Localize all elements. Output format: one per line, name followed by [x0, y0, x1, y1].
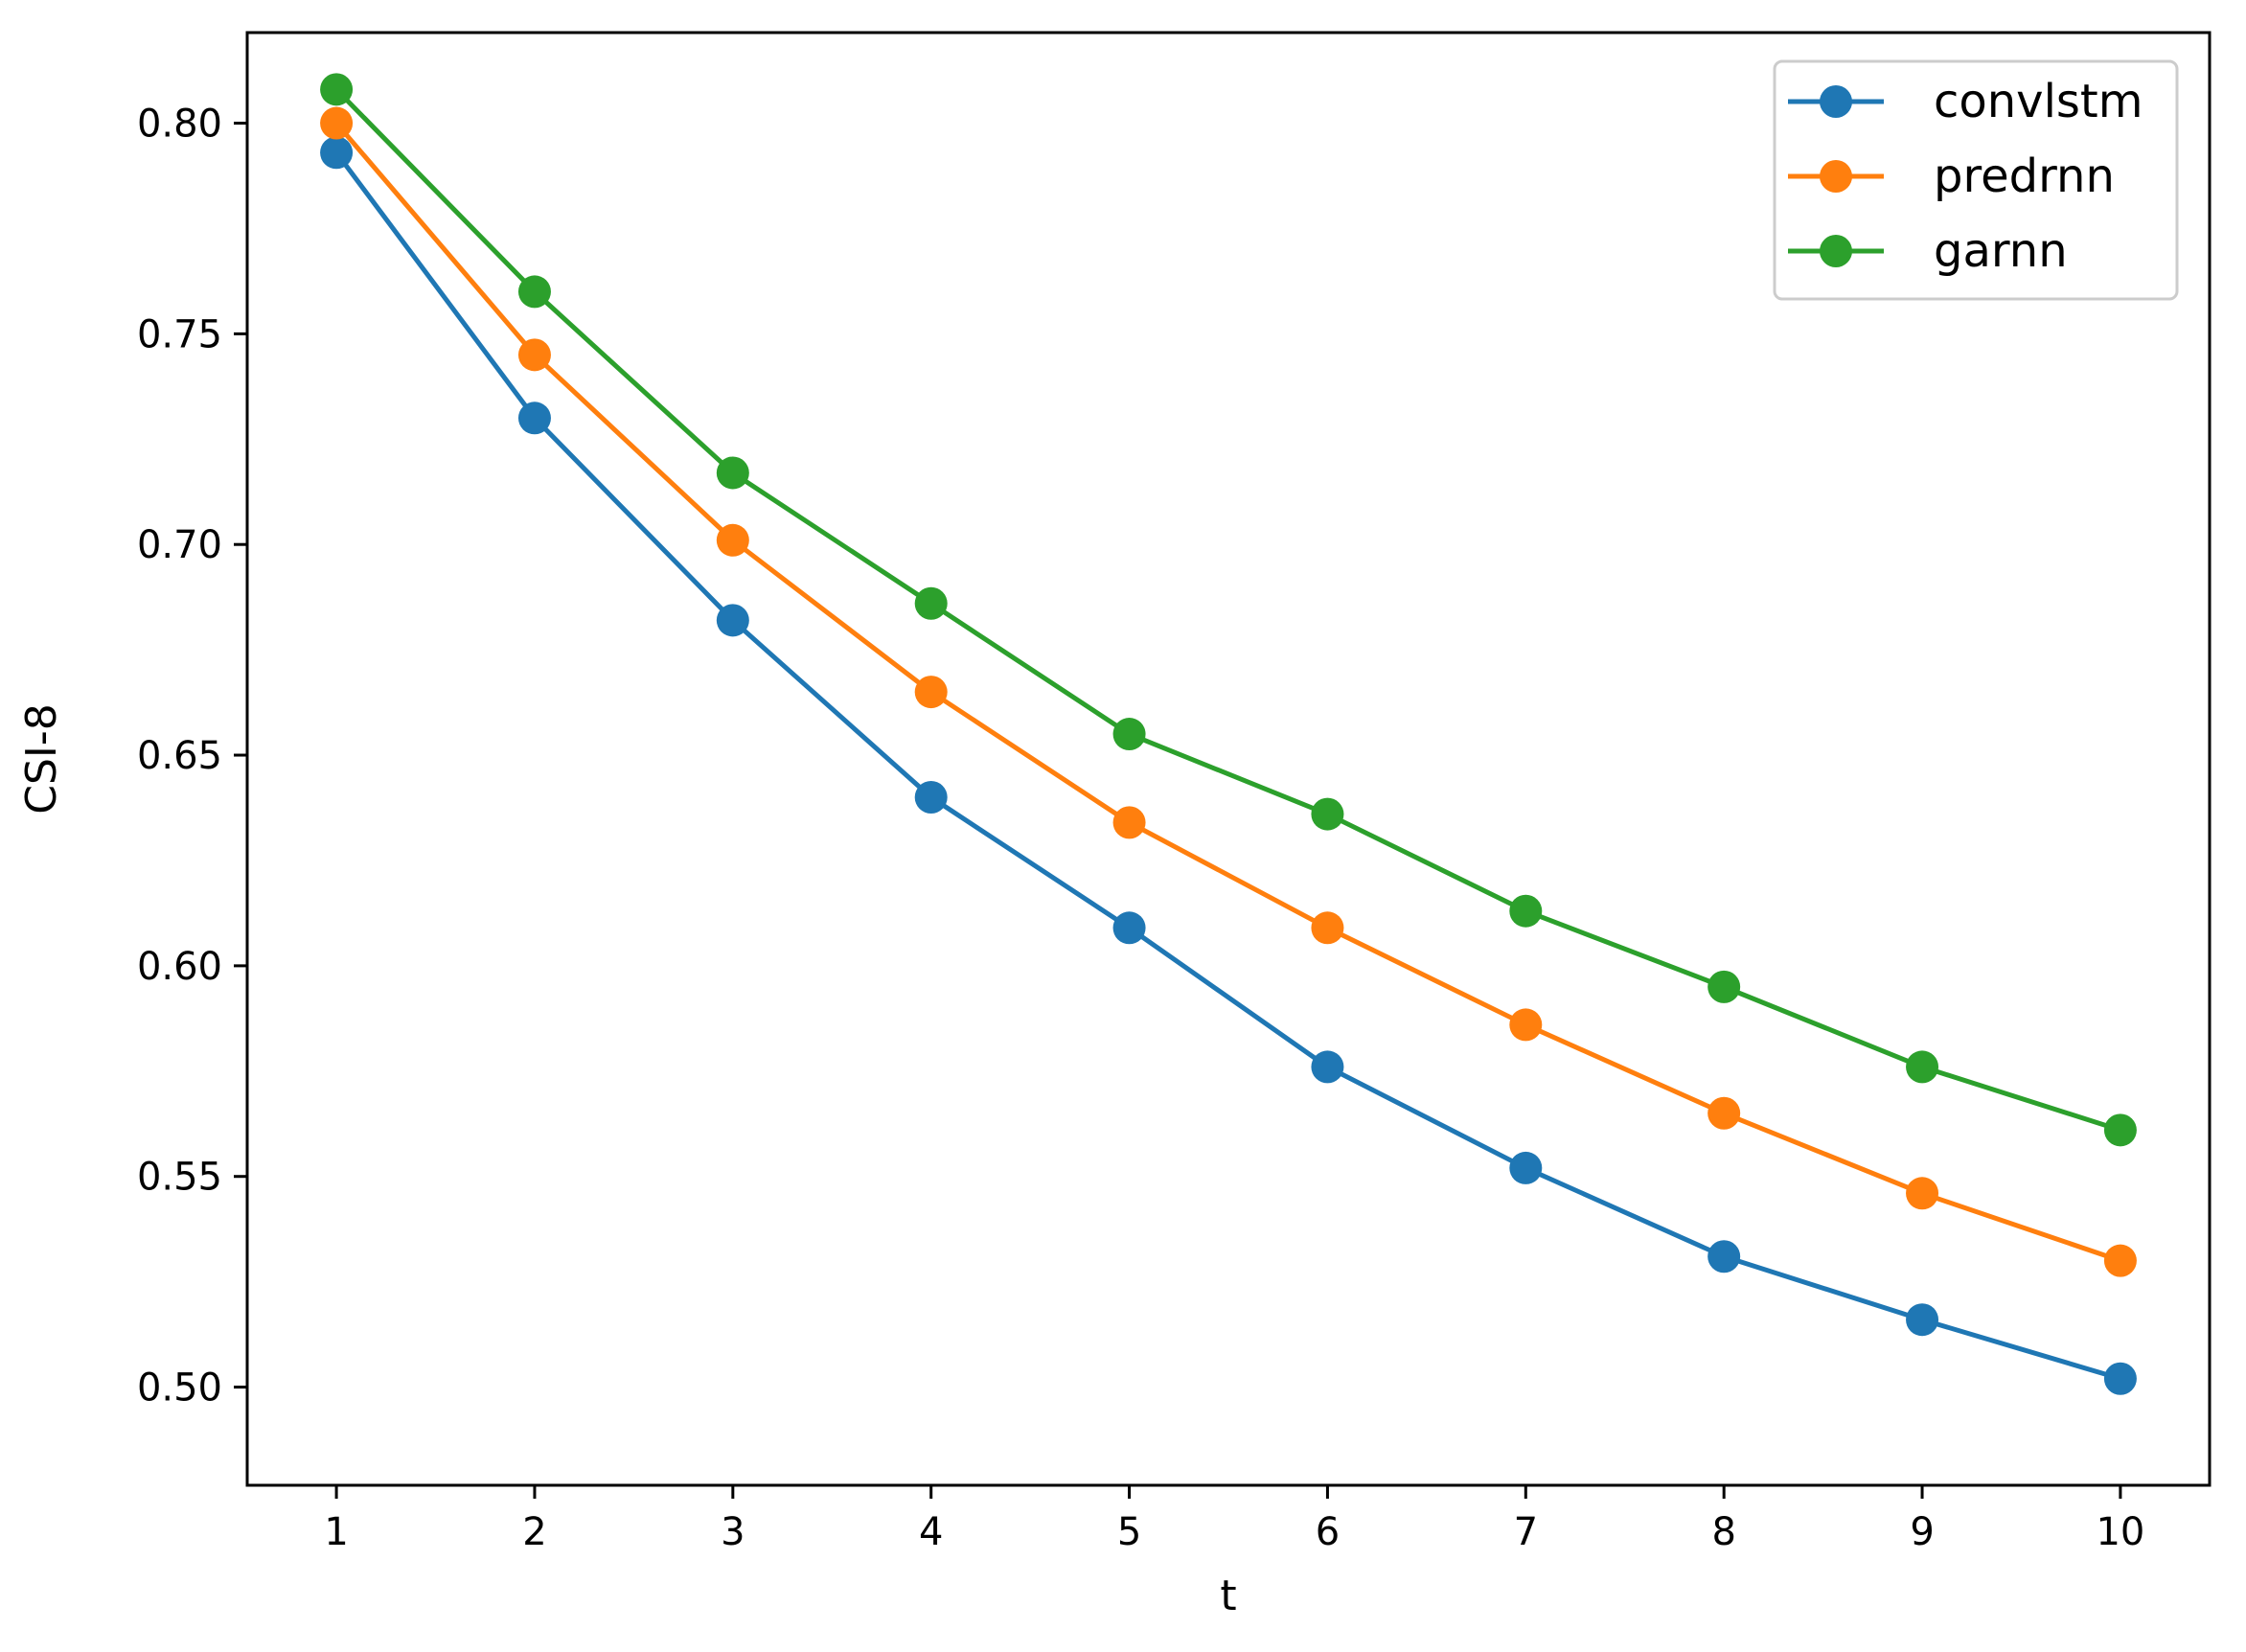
data-point-garnn: [1311, 797, 1344, 831]
data-point-convlstm: [1707, 1240, 1741, 1273]
x-tick-label: 9: [1910, 1510, 1934, 1554]
data-point-convlstm: [716, 604, 749, 637]
series-predrnn: [320, 106, 2137, 1277]
series-garnn: [320, 73, 2137, 1147]
data-point-predrnn: [517, 338, 551, 372]
data-point-predrnn: [914, 676, 948, 709]
x-tick-label: 7: [1514, 1510, 1538, 1554]
x-axis-label: t: [1220, 1572, 1236, 1620]
data-point-predrnn: [1112, 806, 1146, 839]
y-tick-label: 0.75: [137, 312, 222, 356]
data-point-convlstm: [1509, 1151, 1543, 1184]
legend: convlstm predrnn garnn: [1773, 59, 2179, 301]
data-point-predrnn: [1509, 1008, 1543, 1042]
data-point-convlstm: [1112, 911, 1146, 945]
data-point-convlstm: [517, 402, 551, 435]
data-point-convlstm: [914, 781, 948, 815]
y-tick-label: 0.60: [137, 945, 222, 989]
legend-label: predrnn: [1934, 149, 2115, 203]
data-point-garnn: [517, 275, 551, 309]
x-tick-label: 6: [1316, 1510, 1340, 1554]
plot-area-frame: [245, 31, 2212, 1487]
legend-marker: [1820, 160, 1852, 193]
series-line-convlstm: [334, 150, 2121, 1382]
legend-item: predrnn: [1788, 149, 2115, 203]
y-tick-label: 0.70: [137, 523, 222, 567]
data-point-garnn: [1112, 718, 1146, 751]
x-tick-label: 2: [522, 1510, 546, 1554]
x-tick-label: 3: [721, 1510, 745, 1554]
series-layer: [320, 73, 2137, 1395]
data-point-garnn: [914, 586, 948, 620]
data-point-predrnn: [1311, 911, 1344, 945]
data-point-garnn: [320, 73, 354, 106]
data-point-garnn: [1906, 1050, 1939, 1084]
x-tick-label: 4: [919, 1510, 943, 1554]
data-point-predrnn: [1707, 1096, 1741, 1130]
legend-box: [1773, 59, 2179, 301]
y-axis-ticks: 0.50 0.55 0.60 0.65 0.70 0.75 0.80: [137, 103, 247, 1411]
x-tick-label: 1: [324, 1510, 348, 1554]
data-point-convlstm: [1906, 1303, 1939, 1337]
data-point-predrnn: [1906, 1177, 1939, 1210]
series-convlstm: [320, 136, 2137, 1395]
legend-label: convlstm: [1934, 75, 2143, 128]
x-axis-ticks: 1 2 3 4 5 6 7 8 9 10: [324, 1485, 2144, 1554]
x-tick-label: 5: [1117, 1510, 1141, 1554]
data-point-convlstm: [320, 136, 354, 170]
x-tick-label: 8: [1711, 1510, 1735, 1554]
legend-item: garnn: [1788, 224, 2068, 278]
data-point-garnn: [1707, 970, 1741, 1003]
x-tick-label: 10: [2096, 1510, 2144, 1554]
y-axis-label: CSI-8: [17, 703, 66, 815]
data-point-convlstm: [2103, 1362, 2137, 1395]
y-tick-label: 0.65: [137, 734, 222, 778]
y-tick-label: 0.50: [137, 1366, 222, 1411]
series-line-garnn: [334, 87, 2121, 1133]
data-point-predrnn: [320, 106, 354, 140]
legend-item: convlstm: [1788, 75, 2143, 128]
data-point-predrnn: [2103, 1244, 2137, 1277]
series-line-predrnn: [334, 121, 2121, 1264]
y-tick-label: 0.80: [137, 103, 222, 147]
data-point-garnn: [2103, 1113, 2137, 1147]
legend-marker: [1820, 85, 1852, 118]
y-tick-label: 0.55: [137, 1156, 222, 1200]
data-point-garnn: [716, 456, 749, 490]
data-point-garnn: [1509, 894, 1543, 928]
legend-label: garnn: [1934, 224, 2068, 278]
data-point-predrnn: [716, 523, 749, 557]
legend-marker: [1820, 235, 1852, 267]
data-point-convlstm: [1311, 1050, 1344, 1084]
